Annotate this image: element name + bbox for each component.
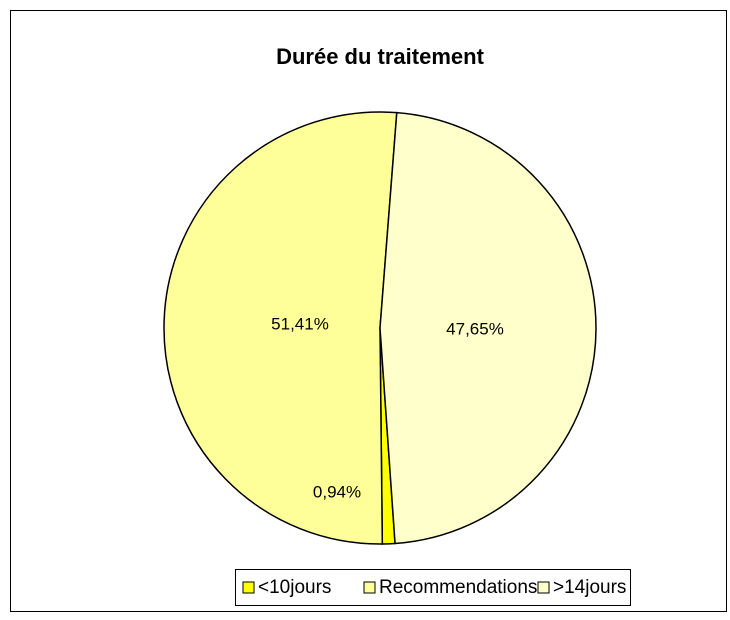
pie: 0,94% 51,41% 47,65% xyxy=(163,111,597,545)
legend-label: >14jours xyxy=(553,577,626,598)
data-label: 47,65% xyxy=(446,319,504,338)
pie-slice xyxy=(163,111,398,545)
data-label: 51,41% xyxy=(271,314,329,333)
legend: <10jours Recommendations >14jours xyxy=(242,577,626,598)
chart-title: Durée du traitement xyxy=(276,44,484,69)
legend-swatch xyxy=(242,581,255,594)
data-label: 0,94% xyxy=(313,482,361,501)
legend-box xyxy=(235,569,631,606)
legend-label: <10jours xyxy=(258,577,331,598)
legend-swatch xyxy=(537,581,550,594)
legend-swatch xyxy=(363,581,376,594)
legend-label: Recommendations xyxy=(379,577,537,598)
pie-slice xyxy=(379,111,597,545)
